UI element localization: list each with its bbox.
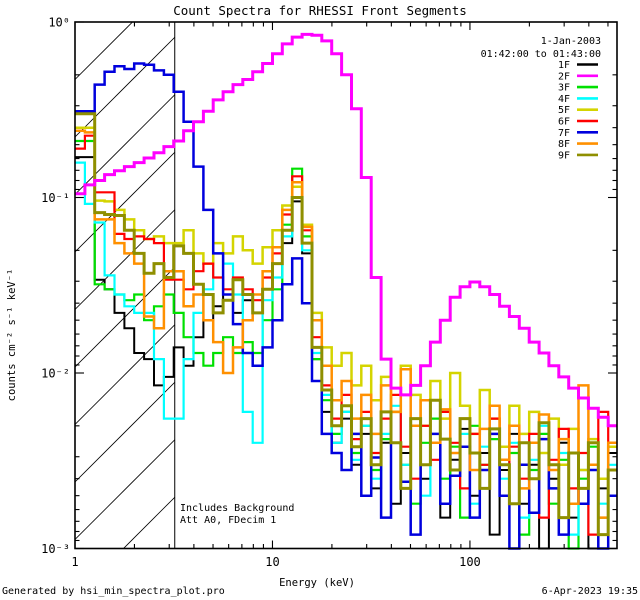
x-tick-label: 1 — [71, 555, 78, 569]
legend-item-6F: 6F — [558, 117, 598, 128]
legend-label-1F: 1F — [558, 60, 570, 71]
hatch-line — [75, 22, 76, 23]
hatch-line — [75, 151, 175, 253]
hatch-line — [75, 94, 175, 195]
observation-time-range: 01:42:00 to 01:43:00 — [481, 49, 601, 60]
spectra-series — [75, 32, 617, 550]
spectrum-line-3F — [75, 139, 617, 550]
hatch-line — [75, 381, 175, 483]
annotation-attenuator-state: Att A0, FDecim 1 — [180, 515, 276, 526]
y-axis-label: counts cm⁻² s⁻¹ keV⁻¹ — [6, 269, 18, 402]
legend-item-1F: 1F — [558, 60, 598, 71]
spectrum-line-8F — [75, 129, 617, 519]
observation-date: 1-Jan-2003 — [541, 36, 601, 47]
x-tick-label: 10 — [265, 555, 279, 569]
footer-generated-by: Generated by hsi_min_spectra_plot.pro — [2, 586, 225, 597]
hatch-line — [75, 22, 134, 80]
plot-frame — [74, 21, 618, 550]
legend-item-9F: 9F — [558, 150, 598, 161]
x-axis-label: Energy (keV) — [279, 577, 355, 589]
y-tick-label: 10⁻¹ — [41, 191, 70, 205]
annotation-includes-background: Includes Background — [180, 503, 294, 514]
legend-item-5F: 5F — [558, 105, 598, 116]
legend-label-3F: 3F — [558, 83, 570, 94]
hatch-line — [75, 439, 175, 540]
legend-item-4F: 4F — [558, 94, 598, 105]
hatch-line — [75, 36, 175, 138]
legend-label-4F: 4F — [558, 94, 570, 105]
hatch-line — [75, 209, 175, 310]
y-tick-label: 10⁰ — [48, 16, 70, 30]
plot-border — [74, 21, 618, 550]
hatch-line — [122, 496, 175, 549]
legend-label-5F: 5F — [558, 105, 570, 116]
y-tick-label: 10⁻³ — [41, 542, 70, 556]
chart-title: Count Spectra for RHESSI Front Segments — [173, 3, 467, 18]
x-tick-label: 100 — [459, 555, 481, 569]
y-tick-label: 10⁻² — [41, 367, 70, 381]
legend-label-2F: 2F — [558, 71, 570, 82]
legend-label-9F: 9F — [558, 150, 570, 161]
legend-label-8F: 8F — [558, 139, 570, 150]
legend-item-3F: 3F — [558, 83, 598, 94]
spectrum-line-6F — [75, 134, 617, 536]
spectrum-line-9F — [75, 112, 617, 537]
hatch-line — [75, 324, 175, 425]
legend-label-6F: 6F — [558, 117, 570, 128]
axis-tick-labels: 1 10 100 10⁰ 10⁻¹ 10⁻² 10⁻³ — [41, 16, 481, 570]
spectrum-line-2F — [75, 32, 617, 428]
legend-item-7F: 7F — [558, 128, 598, 139]
legend-item-2F: 2F — [558, 71, 598, 82]
legend-label-7F: 7F — [558, 128, 570, 139]
legend-item-8F: 8F — [558, 139, 598, 150]
footer-render-timestamp: 6-Apr-2023 19:35 — [542, 586, 638, 597]
spectrum-line-5F — [75, 126, 617, 480]
